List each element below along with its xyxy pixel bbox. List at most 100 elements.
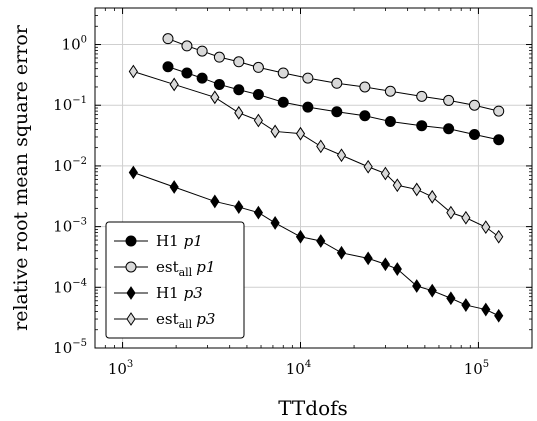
y-tick-label: 10−3 bbox=[53, 217, 87, 236]
data-point bbox=[213, 51, 225, 63]
data-point bbox=[302, 101, 314, 113]
data-point bbox=[234, 105, 244, 120]
data-point bbox=[295, 126, 306, 141]
legend-label: H1 p1 bbox=[156, 232, 203, 250]
data-point bbox=[493, 105, 505, 117]
data-point bbox=[213, 78, 225, 90]
y-tick-label: 10−5 bbox=[53, 338, 87, 357]
data-point bbox=[270, 124, 280, 139]
data-point bbox=[253, 205, 264, 220]
legend-swatch-marker bbox=[126, 312, 136, 326]
data-point bbox=[446, 205, 456, 220]
legend: H1 p1 estall p1 H1 p3 estall p3 bbox=[105, 221, 245, 339]
data-point bbox=[336, 245, 347, 260]
data-point bbox=[128, 64, 138, 79]
data-point bbox=[380, 257, 390, 272]
data-point bbox=[443, 94, 455, 106]
data-point bbox=[363, 251, 373, 266]
legend-box bbox=[105, 221, 245, 339]
data-point bbox=[277, 96, 289, 108]
data-point bbox=[316, 234, 326, 248]
series-3 bbox=[128, 165, 504, 323]
data-point bbox=[270, 216, 280, 230]
data-point bbox=[359, 81, 371, 93]
data-point bbox=[336, 148, 347, 163]
x-tick-label: 103 bbox=[108, 359, 133, 378]
series-group bbox=[128, 33, 505, 323]
y-tick-label: 10−4 bbox=[53, 277, 87, 296]
data-point bbox=[416, 90, 428, 102]
data-point bbox=[384, 85, 396, 97]
data-point bbox=[169, 77, 179, 92]
data-point bbox=[494, 308, 504, 323]
data-point bbox=[416, 120, 428, 132]
legend-entry: H1 p3 bbox=[114, 284, 203, 302]
data-point bbox=[162, 33, 174, 45]
data-point bbox=[252, 89, 264, 101]
legend-label: H1 p3 bbox=[156, 284, 203, 302]
data-point bbox=[443, 123, 455, 135]
data-point bbox=[169, 180, 179, 194]
x-axis-label: TTdofs bbox=[278, 396, 348, 420]
y-tick-label: 100 bbox=[62, 35, 87, 54]
data-point bbox=[162, 61, 174, 73]
data-point bbox=[412, 182, 422, 197]
axis-ticks: 103 104 105 100 10−1 10−2 10−3 10−4 10−5 bbox=[53, 8, 532, 378]
series-1 bbox=[162, 61, 505, 146]
data-point bbox=[233, 84, 245, 96]
legend-entry: estall p3 bbox=[114, 310, 215, 331]
data-point bbox=[233, 56, 245, 68]
data-point bbox=[331, 77, 343, 89]
y-tick-label: 10−1 bbox=[53, 95, 87, 114]
data-point bbox=[210, 194, 220, 209]
data-point bbox=[468, 99, 480, 111]
data-point bbox=[181, 40, 193, 52]
plot-frame bbox=[94, 7, 533, 349]
data-point bbox=[210, 90, 220, 105]
data-point bbox=[196, 72, 208, 84]
data-point bbox=[295, 229, 306, 244]
legend-label: estall p1 bbox=[156, 258, 215, 279]
data-point bbox=[461, 298, 471, 312]
data-point bbox=[380, 166, 390, 181]
data-point bbox=[446, 291, 456, 306]
data-point bbox=[128, 165, 138, 180]
data-point bbox=[277, 67, 289, 79]
data-point bbox=[392, 178, 402, 193]
data-point bbox=[412, 279, 422, 293]
data-point bbox=[253, 113, 264, 128]
data-point bbox=[427, 283, 437, 298]
data-point bbox=[392, 262, 402, 276]
data-point bbox=[481, 220, 491, 235]
x-tick-label: 104 bbox=[286, 359, 311, 378]
legend-label: estall p3 bbox=[156, 310, 215, 331]
legend-swatch-marker bbox=[125, 235, 137, 247]
data-point bbox=[494, 229, 504, 244]
y-axis-label: relative root mean square error bbox=[10, 24, 32, 331]
data-point bbox=[316, 139, 326, 154]
data-point bbox=[481, 302, 491, 317]
data-point bbox=[302, 72, 314, 84]
legend-entry: H1 p1 bbox=[114, 232, 203, 250]
data-point bbox=[493, 134, 505, 146]
data-point bbox=[468, 128, 480, 140]
data-point bbox=[461, 210, 471, 225]
legend-entry: estall p1 bbox=[114, 258, 215, 279]
data-point bbox=[384, 115, 396, 127]
series-line bbox=[133, 70, 500, 238]
data-point bbox=[359, 110, 371, 122]
legend-swatch-marker bbox=[126, 286, 136, 300]
data-point bbox=[363, 159, 373, 174]
data-point bbox=[181, 67, 193, 79]
data-point bbox=[427, 189, 437, 204]
x-tick-label: 105 bbox=[464, 359, 489, 378]
data-point bbox=[252, 61, 264, 73]
series-4 bbox=[128, 64, 504, 244]
y-tick-label: 10−2 bbox=[53, 156, 87, 175]
data-point bbox=[196, 45, 208, 57]
series-2 bbox=[162, 33, 505, 117]
legend-swatch-marker bbox=[125, 261, 137, 273]
data-point bbox=[331, 106, 343, 118]
data-point bbox=[234, 200, 244, 214]
